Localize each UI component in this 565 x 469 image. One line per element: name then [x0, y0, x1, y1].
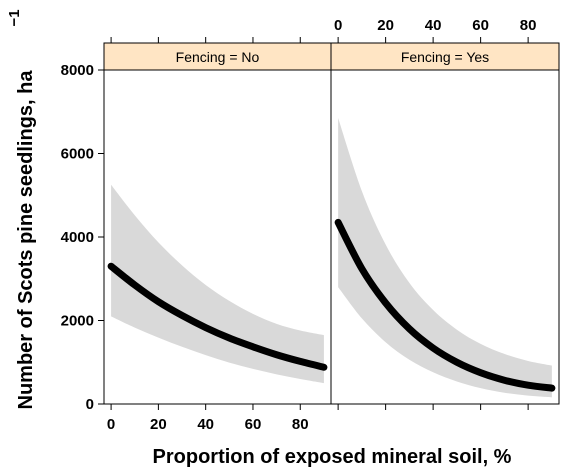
y-tick-label: 0 [86, 396, 94, 413]
confidence-band [338, 118, 552, 398]
panel-border [330, 69, 560, 405]
panel-1: Fencing = No [103, 42, 332, 405]
y-tick-label: 2000 [61, 313, 94, 330]
fitted-line [107, 262, 328, 371]
x-tick-label: 60 [245, 416, 262, 433]
x-tick-label: 80 [520, 17, 537, 34]
axes-layer: 0 20 40 60 80 0 20 40 60 80 0 2000 4000 6000 8000 [61, 17, 537, 433]
strip-label: Fencing = No [176, 49, 260, 65]
y-tick-label: 6000 [61, 146, 94, 163]
x-tick-label: 20 [377, 17, 394, 34]
confidence-band [111, 184, 324, 384]
x-tick-label: 80 [292, 416, 309, 433]
x-tick-label: 40 [197, 416, 214, 433]
strip-background [330, 42, 560, 71]
y-axis-title: Number of Scots pine seedlings, ha [15, 70, 37, 410]
y-axis-title-superscript: −1 [6, 9, 23, 26]
strip-label: Fencing = Yes [401, 49, 489, 65]
x-tick-label: 0 [107, 416, 115, 433]
x-tick-label: 60 [472, 17, 489, 34]
fitted-line [334, 218, 556, 392]
x-tick-label: 20 [150, 416, 167, 433]
y-tick-label: 8000 [61, 62, 94, 79]
x-tick-label: 0 [334, 17, 342, 34]
panel-2: Fencing = Yes [330, 42, 560, 405]
x-axis-title: Proportion of exposed mineral soil, % [153, 446, 512, 468]
y-tick-label: 4000 [61, 229, 94, 246]
panels-layer: Fencing = No Fencing = Yes [103, 42, 560, 405]
x-tick-label: 40 [425, 17, 442, 34]
